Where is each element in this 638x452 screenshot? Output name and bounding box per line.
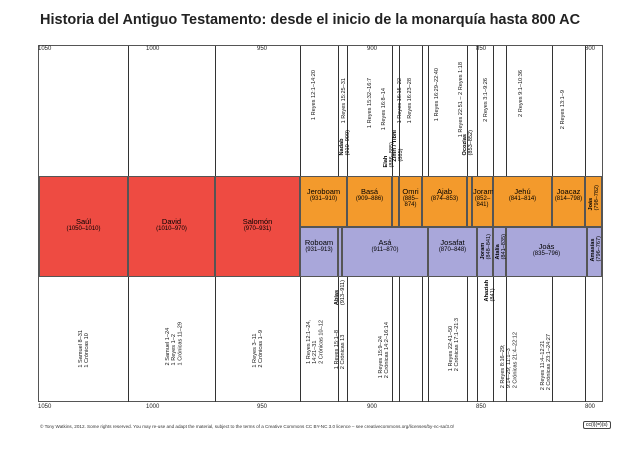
label-ocozias-israel: Ocozías (853–852) xyxy=(462,130,474,156)
reign-joram-juda: Joram (848–841) xyxy=(477,227,493,277)
reign-joacaz-name: Joacaz xyxy=(553,187,584,196)
reign-omri: Omri (885– 874) xyxy=(399,176,422,227)
tick-bottom-1050: 1050 xyxy=(38,404,51,410)
reign-ajab-name: Ajab xyxy=(423,187,466,196)
reign-omri-name: Omri xyxy=(400,187,421,196)
reign-joas-juda: Joás (835–796) xyxy=(506,227,587,277)
reign-josafat-name: Josafat xyxy=(429,238,476,247)
ref-nadab: 1 Reyes 15:25–31 xyxy=(341,78,347,123)
reign-amasias-label: Amasías (796–767) xyxy=(590,236,602,262)
reign-david-dates: (1010–970) xyxy=(129,226,214,232)
reign-joram-israel-name: Joram xyxy=(473,187,492,196)
reign-david: David (1010–970) xyxy=(128,176,215,277)
reign-joram-israel: Joram (852– 841) xyxy=(472,176,493,227)
reign-jeroboam: Jeroboam (931–910) xyxy=(300,176,347,227)
reign-saul-name: Saúl xyxy=(40,217,127,226)
tick-bottom-900: 900 xyxy=(367,404,377,410)
ref-joacaz: 2 Reyes 13:1–9 xyxy=(560,90,566,129)
tick-bottom-1000: 1000 xyxy=(146,404,159,410)
reign-saul: Saúl (1050–1010) xyxy=(39,176,128,277)
reign-joacaz: Joacaz (814–798) xyxy=(552,176,585,227)
ref-omri: 1 Reyes 16:23–28 xyxy=(407,78,413,123)
ref-ajab: 1 Reyes 16:29–22:40 xyxy=(434,68,440,121)
reign-joram-juda-label: Joram (848–841) xyxy=(480,234,492,260)
reign-joas-juda-dates: (835–796) xyxy=(507,251,586,257)
ref-saul: 1 Samuel 8–31 1 Crónicas 10 xyxy=(78,330,90,368)
reign-atalia: Atalía (841–835) xyxy=(493,227,506,277)
reign-jehu-dates: (841–814) xyxy=(494,196,551,202)
reign-asa: Asá (911–870) xyxy=(342,227,428,277)
tick-top-800: 800 xyxy=(585,46,595,52)
reign-basa-name: Basá xyxy=(348,187,391,196)
reign-ela-zimri xyxy=(392,176,399,227)
reign-joas-juda-name: Joás xyxy=(507,242,586,251)
ref-jehu: 2 Reyes 9:1–10:36 xyxy=(518,70,524,117)
tick-top-900: 900 xyxy=(367,46,377,52)
reign-ajab: Ajab (874–853) xyxy=(422,176,467,227)
ref-basa: 1 Reyes 15:32–16:7 xyxy=(367,78,373,128)
ref-roboam-juda: 1 Reyes 12:1–24, 14:21–31 2 Crónicas 10–12 xyxy=(306,320,325,364)
label-zimri: Zimri / Tibni (885) xyxy=(392,130,404,162)
tick-top-1050: 1050 xyxy=(38,46,51,52)
ref-asa: 1 Reyes 15:9–24 2 Crónicas 14:2–16:14 xyxy=(378,322,390,378)
reign-jehu-name: Jehú xyxy=(494,187,551,196)
ref-josafat: 1 Reyes 22:41–50 2 Crónicas 17:1–21:3 xyxy=(448,318,460,371)
reign-asa-dates: (911–870) xyxy=(343,247,427,253)
ref-joram-juda: 2 Reyes 8:16–29; 9:14–29; 11:1–3 2 Crónica… xyxy=(500,332,519,388)
reign-asa-name: Asá xyxy=(343,238,427,247)
reign-salomon-dates: (970–931) xyxy=(216,226,299,232)
reign-ajab-dates: (874–853) xyxy=(423,196,466,202)
reign-joram-israel-dates-end: 841) xyxy=(473,202,492,208)
ref-jeroboam: 1 Reyes 12:1–14:20 xyxy=(311,70,317,120)
ref-ocozias-israel: 1 Reyes 22:51 – 2 Reyes 1:18 xyxy=(458,62,472,137)
tick-bottom-950: 950 xyxy=(257,404,267,410)
reign-joas-israel: Joás (798–782) xyxy=(585,176,602,227)
ref-abias: 1 Reyes 15:1–8 2 Crónicas 13 xyxy=(334,330,346,369)
reign-salomon: Salomón (970–931) xyxy=(215,176,300,277)
copyright-notice: © Tony Watkins, 2012. Some rights reserv… xyxy=(40,424,454,429)
reign-roboam-dates: (931–913) xyxy=(301,247,337,253)
diagram-title: Historia del Antiguo Testamento: desde e… xyxy=(40,12,580,28)
reign-josafat: Josafat (870–848) xyxy=(428,227,477,277)
ref-ela: 1 Reyes 16:8–14 xyxy=(381,88,387,130)
reign-joacaz-dates: (814–798) xyxy=(553,196,584,202)
ref-joram-israel: 2 Reyes 3:1–9:26 xyxy=(483,78,489,122)
label-abias: Abías (913–911) xyxy=(334,280,346,305)
reign-david-name: David xyxy=(129,217,214,226)
reign-saul-dates: (1050–1010) xyxy=(40,226,127,232)
tick-bottom-800: 800 xyxy=(585,404,595,410)
reign-jehu: Jehú (841–814) xyxy=(493,176,552,227)
reign-jeroboam-dates: (931–910) xyxy=(301,196,346,202)
label-nadab: Nadab (910–909) xyxy=(339,130,351,156)
reign-josafat-dates: (870–848) xyxy=(429,247,476,253)
label-ocozias-juda: Ahaziah (841) xyxy=(484,280,496,301)
reign-omri-dates-end: 874) xyxy=(400,202,421,208)
ref-salomon: 1 Reyes 3–11 2 Crónicas 1–9 xyxy=(252,330,264,368)
reign-salomon-name: Salomón xyxy=(216,217,299,226)
ref-david: 2 Samuel 1–24 1 Reyes 1–2 1 Crónicas 11–29 xyxy=(165,322,184,365)
ref-zimri: 1 Reyes 16:15–22 xyxy=(397,78,403,123)
tick-top-950: 950 xyxy=(257,46,267,52)
cc-license-icon[interactable]: cc(i)(=)(s) xyxy=(583,421,611,429)
reign-basa: Basá (909–886) xyxy=(347,176,392,227)
reign-jeroboam-name: Jeroboam xyxy=(301,187,346,196)
tick-bottom-850: 850 xyxy=(476,404,486,410)
reign-roboam: Roboam (931–913) xyxy=(300,227,338,277)
reign-joas-israel-label: Joás (798–782) xyxy=(588,185,600,211)
ref-joas-juda: 2 Reyes 11:4–12:21 2 Crónicas 23:1–24:27 xyxy=(540,334,552,390)
reign-basa-dates: (909–886) xyxy=(348,196,391,202)
reign-roboam-name: Roboam xyxy=(301,238,337,247)
tick-top-1000: 1000 xyxy=(146,46,159,52)
reign-amasias: Amasías (796–767) xyxy=(587,227,602,277)
